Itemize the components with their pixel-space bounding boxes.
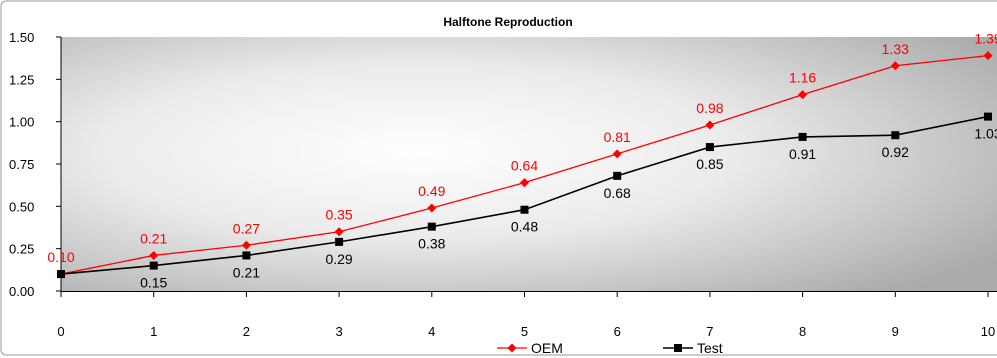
y-tick-label: 0.50 [9,199,34,214]
data-label: 0.68 [604,185,631,201]
x-tick-label: 3 [335,324,342,339]
x-tick-label: 7 [706,324,713,339]
data-point-diamond [983,51,993,61]
legend-item-oem: OEM [497,340,563,356]
data-point-square [984,112,992,121]
data-point-diamond [427,203,437,213]
y-tick-label: 1.50 [9,30,34,45]
data-point-square [335,237,344,246]
data-point-square [674,344,682,352]
data-label: 1.16 [789,70,816,86]
data-point-square [57,270,65,279]
legend-label: Test [697,340,723,356]
data-point-square [520,205,529,214]
series-test: 0.15 0.21 0.29 0.38 0.48 0.68 0.85 0.91 0.92 1.03 [57,112,997,291]
y-tick-label: 0.75 [9,157,34,172]
data-label: 0.10 [47,249,74,265]
x-tick-label: 10 [981,324,995,339]
data-point-square [149,261,158,270]
x-tick-label: 4 [428,324,435,339]
data-label: 1.33 [882,41,909,57]
axes: 0.00 0.25 0.50 0.75 1.00 1.25 1.50 0 1 2 3 4 5 6 7 8 9 10 [9,30,997,339]
data-point-diamond [241,240,251,250]
x-tick-label: 5 [521,324,528,339]
data-label: 0.92 [882,144,909,160]
data-label: 0.21 [140,230,167,246]
data-label: 0.29 [325,251,352,267]
data-label: 0.21 [233,264,260,280]
data-label: 0.64 [511,158,538,174]
series-oem: 0.10 0.21 0.27 0.35 0.49 0.64 0.81 0.98 1.16 1.33… [47,31,997,279]
data-point-square [705,143,714,152]
data-point-square [798,132,807,141]
data-point-diamond [612,149,622,159]
data-point-diamond [520,178,529,188]
x-tick-label: 9 [892,324,899,339]
y-tick-label: 0.00 [9,284,34,299]
y-tick-label: 0.25 [9,242,34,257]
x-tick-label: 6 [614,324,621,339]
x-tick-label: 0 [57,324,64,339]
legend-item-test: Test [663,340,723,356]
y-tick-label: 1.00 [9,115,34,130]
chart-title: Halftone Reproduction [443,15,572,29]
data-point-diamond [149,250,159,260]
data-label: 0.27 [233,220,260,236]
data-point-square [242,251,251,260]
data-label: 0.35 [325,207,352,223]
data-label: 0.15 [140,275,167,291]
data-point-diamond [798,90,808,100]
data-point-diamond [705,120,715,130]
x-tick-label: 2 [243,324,250,339]
data-point-square [427,222,436,231]
legend: OEM Test [497,340,723,356]
data-point-diamond [334,227,344,237]
data-label: 0.38 [418,236,445,252]
data-label: 0.81 [604,129,631,145]
data-label: 0.98 [696,100,723,116]
data-label: 0.85 [696,156,723,172]
legend-label: OEM [531,340,563,356]
data-label: 0.48 [511,219,538,235]
data-label: 0.91 [789,146,816,162]
data-label: 1.03 [974,126,997,142]
data-point-diamond [890,61,900,71]
series-layer: 0.10 0.21 0.27 0.35 0.49 0.64 0.81 0.98 1.16 1.33… [47,31,997,291]
data-label: 1.39 [974,31,997,47]
x-tick-label: 8 [799,324,806,339]
data-point-square [891,131,900,140]
data-label: 0.49 [418,183,445,199]
data-point-square [613,171,622,180]
x-tick-label: 1 [150,324,157,339]
data-point-diamond [507,343,517,353]
y-tick-label: 1.25 [9,72,34,87]
